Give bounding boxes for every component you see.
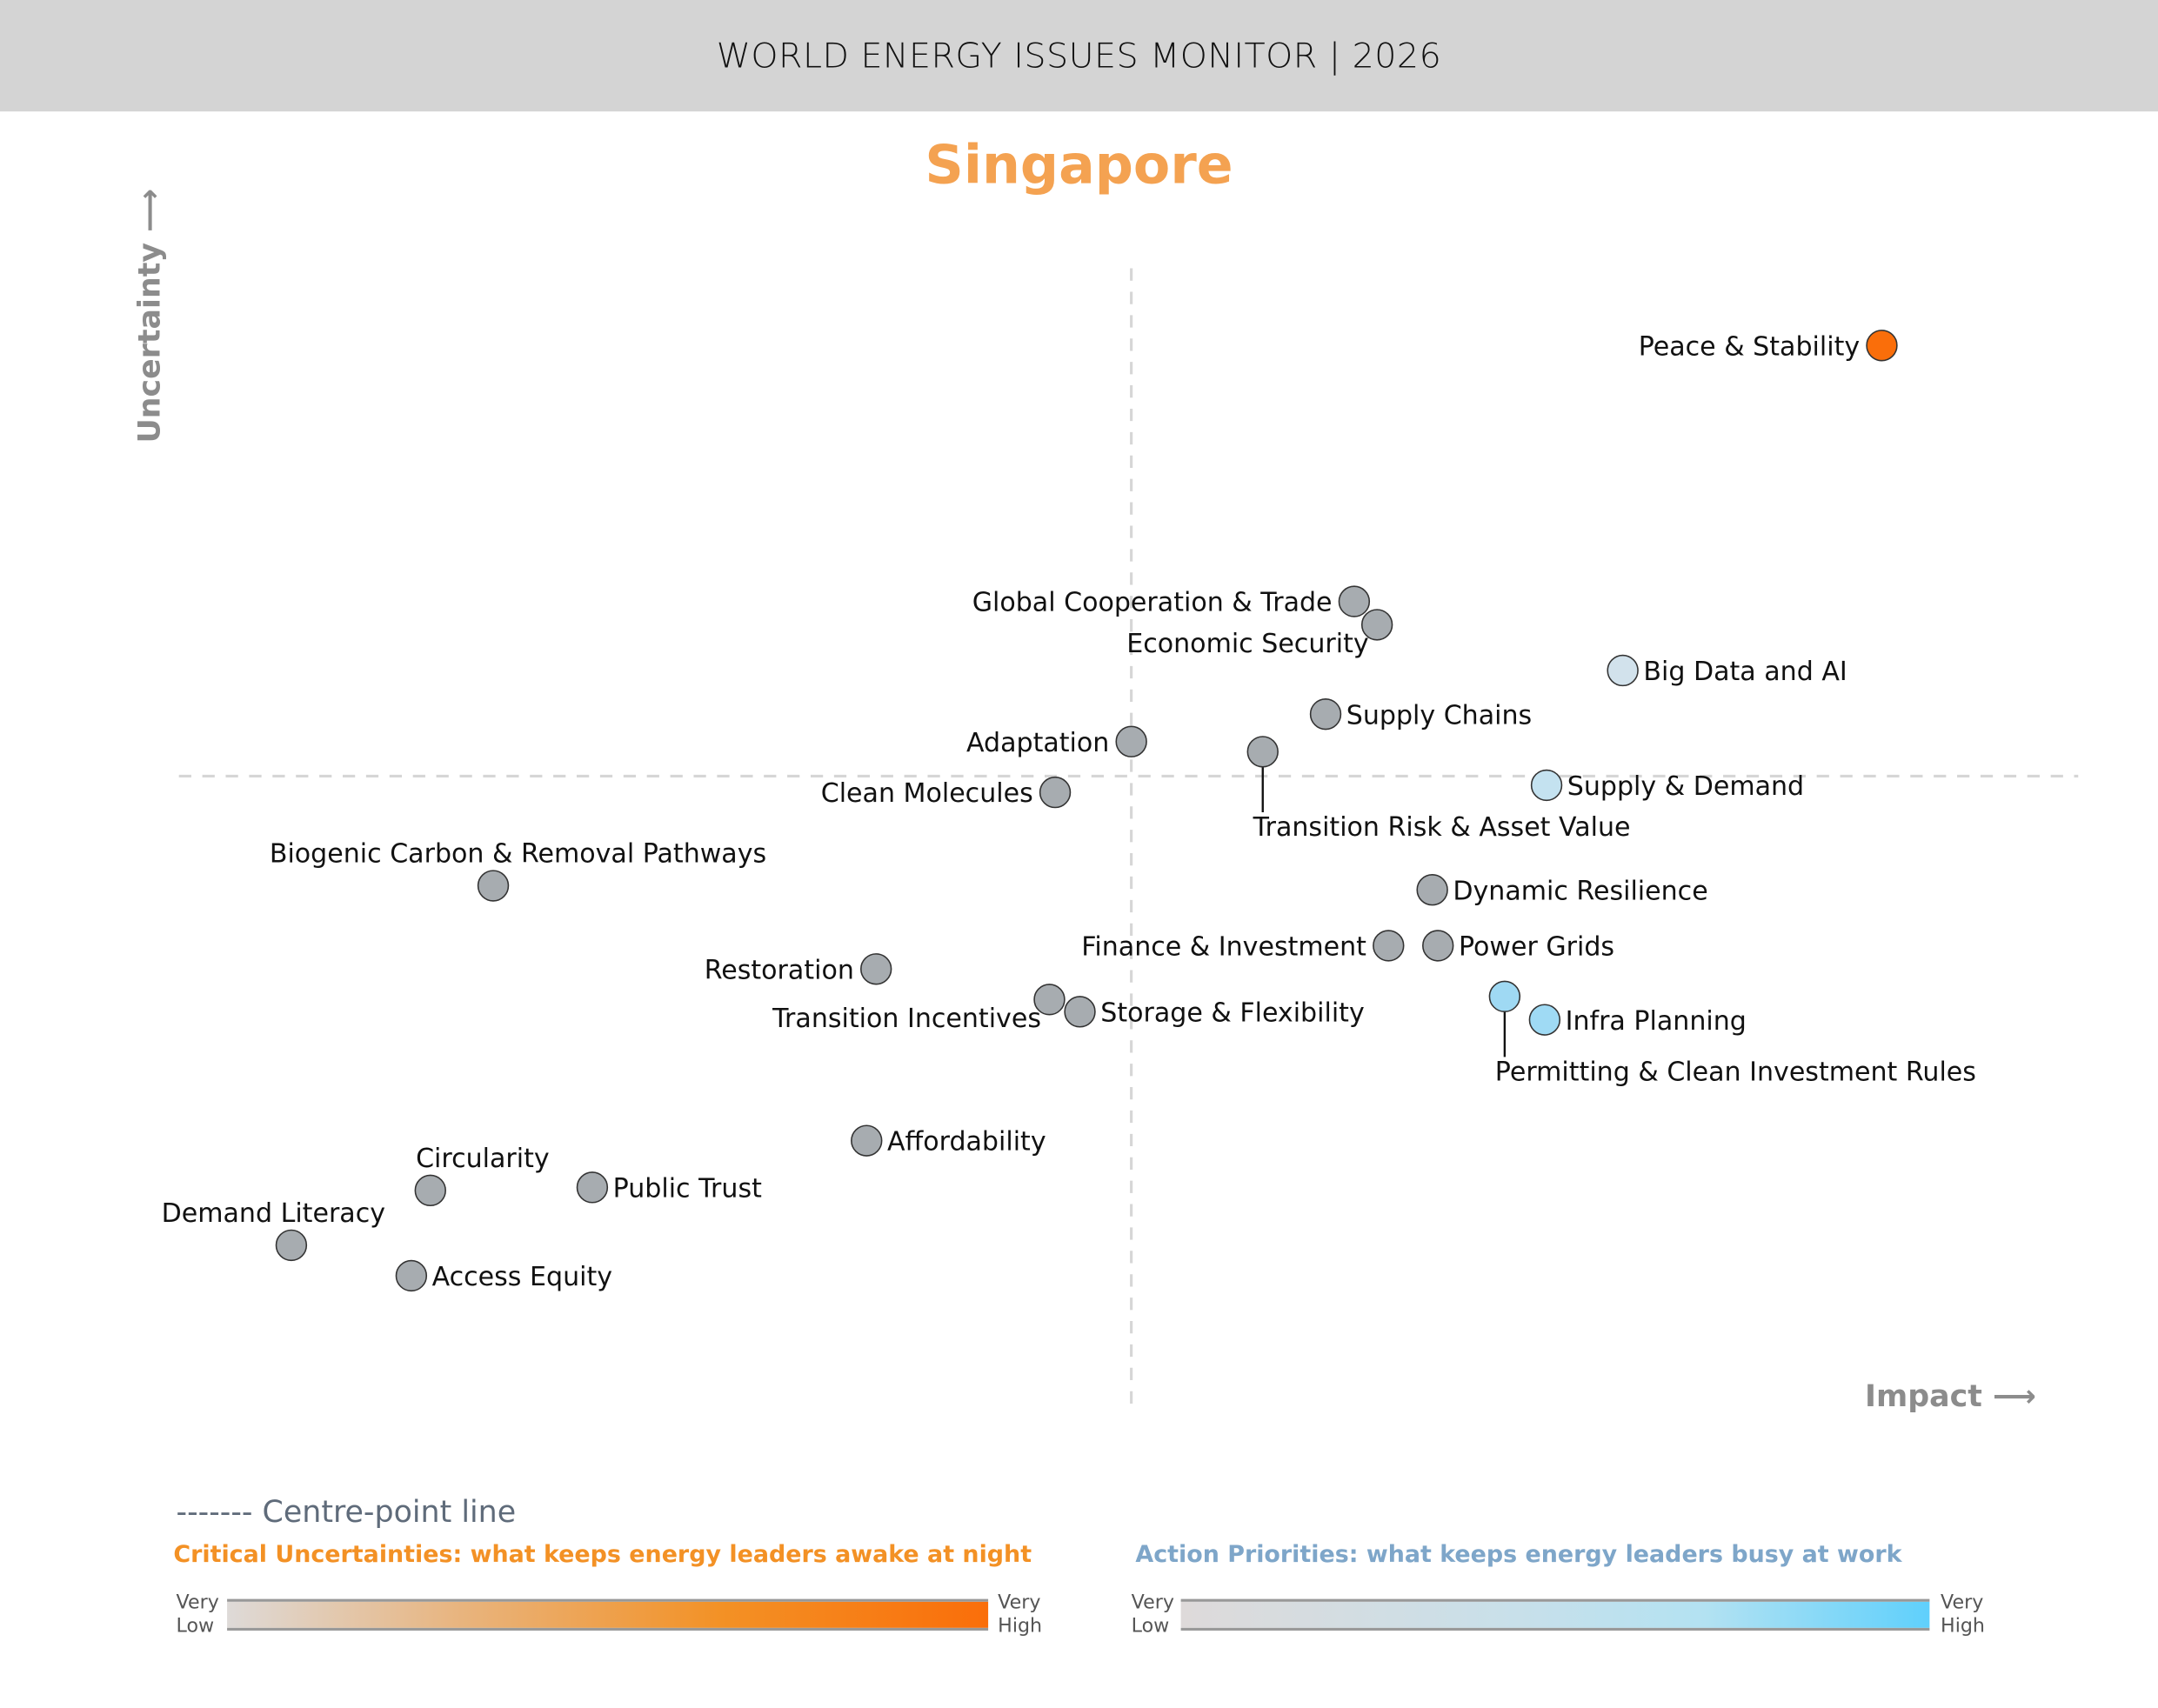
issue-point[interactable]: Transition Risk & Asset Value bbox=[1246, 736, 1631, 843]
issue-point[interactable]: Big Data and AI bbox=[1607, 654, 1847, 687]
issue-label: Peace & Stability bbox=[1639, 331, 1860, 362]
critical-scale-low-label: Very Low bbox=[176, 1591, 219, 1638]
issue-point[interactable]: Infra Planning bbox=[1528, 1004, 1747, 1037]
issue-marker[interactable] bbox=[1033, 984, 1066, 1016]
issue-marker[interactable] bbox=[477, 870, 510, 902]
issue-label: Transition Incentives bbox=[772, 1004, 1041, 1034]
issue-point[interactable]: Public Trust bbox=[576, 1171, 763, 1204]
issue-marker[interactable] bbox=[851, 1124, 883, 1157]
issue-marker[interactable] bbox=[1373, 930, 1405, 962]
action-scale-high-label: Very High bbox=[1941, 1591, 1985, 1638]
issue-point[interactable]: Adaptation bbox=[966, 725, 1147, 758]
issue-label: Access Equity bbox=[432, 1262, 612, 1292]
critical-uncertainties-title: Critical Uncertainties: what keeps energ… bbox=[173, 1541, 1032, 1569]
issue-marker[interactable] bbox=[1115, 725, 1147, 757]
centre-line-legend: ------- Centre-point line bbox=[176, 1495, 517, 1531]
issue-label: Power Grids bbox=[1459, 932, 1614, 963]
issue-point[interactable]: Dynamic Resilience bbox=[1416, 874, 1708, 906]
issue-label: Infra Planning bbox=[1566, 1006, 1747, 1037]
issue-marker[interactable] bbox=[1309, 697, 1342, 731]
issue-marker[interactable] bbox=[1064, 996, 1096, 1028]
issue-marker[interactable] bbox=[1488, 980, 1521, 1013]
issue-marker[interactable] bbox=[1360, 609, 1393, 641]
issue-point[interactable]: Peace & Stability bbox=[1639, 330, 1898, 362]
issue-point[interactable]: Permitting & Clean Investment Rules bbox=[1488, 980, 1976, 1087]
issue-marker[interactable] bbox=[1866, 330, 1898, 362]
issue-label: Biogenic Carbon & Removal Pathways bbox=[270, 839, 766, 870]
issue-label: Storage & Flexibility bbox=[1100, 997, 1365, 1028]
issue-point[interactable]: Supply Chains bbox=[1309, 697, 1533, 731]
issue-marker[interactable] bbox=[275, 1229, 308, 1262]
issue-point[interactable]: Biogenic Carbon & Removal Pathways bbox=[270, 839, 766, 902]
critical-uncertainties-gradient bbox=[227, 1598, 989, 1631]
x-axis-label: Impact ⟶ bbox=[1865, 1379, 2036, 1414]
issue-label: Dynamic Resilience bbox=[1453, 876, 1707, 906]
issue-point[interactable]: Global Cooperation & Trade bbox=[972, 585, 1371, 618]
issue-marker[interactable] bbox=[1416, 874, 1448, 906]
issue-marker[interactable] bbox=[576, 1171, 609, 1204]
critical-scale-high-label: Very High bbox=[998, 1591, 1043, 1638]
issue-marker[interactable] bbox=[1246, 736, 1279, 768]
issue-marker[interactable] bbox=[1528, 1004, 1561, 1036]
issue-label: Circularity bbox=[416, 1144, 550, 1174]
header-bar: WORLD ENERGY ISSUES MONITOR | 2026 bbox=[0, 0, 2158, 112]
action-scale-low-label: Very Low bbox=[1131, 1591, 1174, 1638]
issue-point[interactable]: Supply & Demand bbox=[1530, 769, 1804, 802]
issue-label: Supply Chains bbox=[1346, 700, 1532, 731]
issue-point[interactable]: Economic Security bbox=[1126, 609, 1393, 659]
action-priorities-gradient bbox=[1180, 1598, 1930, 1631]
issue-point[interactable]: Clean Molecules bbox=[821, 776, 1072, 809]
issue-marker[interactable] bbox=[1607, 654, 1639, 687]
issue-marker[interactable] bbox=[1422, 930, 1454, 962]
issue-label: Restoration bbox=[705, 955, 854, 985]
issue-label: Transition Risk & Asset Value bbox=[1253, 812, 1631, 843]
issue-point[interactable]: Storage & Flexibility bbox=[1064, 996, 1365, 1028]
issue-label: Demand Literacy bbox=[162, 1198, 385, 1229]
issue-marker[interactable] bbox=[395, 1259, 428, 1292]
issue-label: Supply & Demand bbox=[1567, 771, 1804, 802]
issue-label: Global Cooperation & Trade bbox=[972, 588, 1333, 618]
header-title: WORLD ENERGY ISSUES MONITOR | 2026 bbox=[716, 36, 1442, 77]
issue-marker[interactable] bbox=[1530, 769, 1563, 802]
issue-marker[interactable] bbox=[1039, 776, 1072, 809]
y-axis-label: Uncertainty ⟶ bbox=[133, 189, 168, 444]
issue-point[interactable]: Transition Incentives bbox=[772, 984, 1066, 1034]
issue-marker[interactable] bbox=[414, 1174, 446, 1207]
issue-point[interactable]: Affordability bbox=[851, 1124, 1046, 1158]
issue-label: Big Data and AI bbox=[1643, 657, 1847, 687]
issue-marker[interactable] bbox=[1338, 585, 1371, 617]
issue-label: Affordability bbox=[887, 1127, 1046, 1158]
issue-label: Finance & Investment bbox=[1081, 932, 1366, 963]
action-priorities-title: Action Priorities: what keeps energy lea… bbox=[1135, 1541, 1902, 1569]
issue-point[interactable]: Access Equity bbox=[395, 1259, 612, 1292]
data-points: Peace & Stability Global Cooperation & Tr… bbox=[162, 330, 1976, 1292]
issue-label: Clean Molecules bbox=[821, 778, 1033, 809]
chart-title: Singapore bbox=[925, 135, 1233, 197]
issue-point[interactable]: Circularity bbox=[414, 1144, 550, 1207]
issue-label: Public Trust bbox=[613, 1173, 762, 1204]
issue-point[interactable]: Restoration bbox=[705, 953, 892, 985]
issue-point[interactable]: Finance & Investment bbox=[1081, 930, 1405, 963]
issue-label: Permitting & Clean Investment Rules bbox=[1495, 1057, 1976, 1087]
issue-marker[interactable] bbox=[860, 953, 892, 985]
issue-label: Economic Security bbox=[1126, 629, 1368, 659]
issue-point[interactable]: Demand Literacy bbox=[162, 1198, 385, 1262]
issue-point[interactable]: Power Grids bbox=[1422, 930, 1614, 963]
issue-label: Adaptation bbox=[966, 728, 1109, 758]
